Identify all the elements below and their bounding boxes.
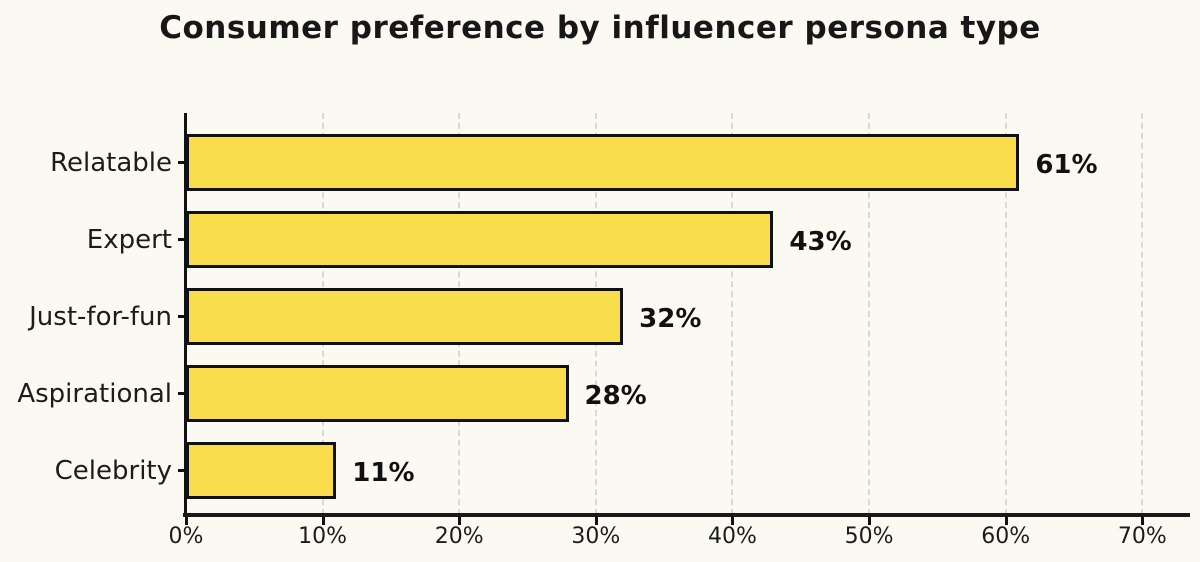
chart-title: Consumer preference by influencer person… [159, 10, 1041, 46]
y-axis-tick-mark [178, 392, 186, 395]
x-axis-tick-label: 50% [844, 524, 894, 549]
x-axis-tick-mark [731, 517, 735, 525]
x-axis-tick-label: 40% [707, 524, 757, 549]
bar-value-label: 61% [1035, 150, 1098, 180]
y-axis-label: Just-for-fun [29, 302, 172, 332]
x-axis-tick-mark [458, 517, 462, 525]
bar [186, 133, 1020, 191]
gridline [731, 113, 734, 515]
gridline [868, 113, 871, 515]
x-axis-line [183, 513, 1190, 517]
bar-value-label: 32% [639, 304, 702, 334]
x-axis-tick-label: 60% [981, 524, 1031, 549]
x-axis-tick-mark [594, 517, 598, 525]
y-axis-tick-mark [178, 238, 186, 241]
x-axis-tick-mark [1004, 517, 1008, 525]
y-axis-tick-mark [178, 315, 186, 318]
x-axis-tick-label: 10% [298, 524, 348, 549]
bar-value-label: 28% [584, 381, 647, 411]
x-axis-tick-mark [868, 517, 872, 525]
y-axis-tick-mark [178, 469, 186, 472]
bar [186, 441, 337, 499]
x-axis-tick-mark [185, 517, 188, 525]
x-axis-tick-label: 20% [434, 524, 484, 549]
bar-value-label: 43% [789, 227, 852, 257]
y-axis-label: Celebrity [54, 456, 172, 486]
bar [186, 364, 569, 422]
bar [186, 287, 624, 345]
x-axis-tick-mark [1141, 517, 1145, 525]
y-axis-tick-mark [178, 161, 186, 164]
y-axis-label: Aspirational [17, 379, 172, 409]
bar [186, 210, 774, 268]
y-axis-label: Expert [86, 225, 172, 255]
x-axis-tick-label: 0% [168, 524, 204, 549]
bar-value-label: 11% [352, 458, 415, 488]
x-axis-tick-label: 70% [1117, 524, 1167, 549]
y-axis-label: Relatable [50, 148, 172, 178]
gridline [1004, 113, 1007, 515]
x-axis-tick-label: 30% [571, 524, 621, 549]
x-axis-tick-mark [321, 517, 325, 525]
gridline [1141, 113, 1144, 515]
plot-area: 61% 43% 32% 28% 11% [186, 113, 1186, 515]
